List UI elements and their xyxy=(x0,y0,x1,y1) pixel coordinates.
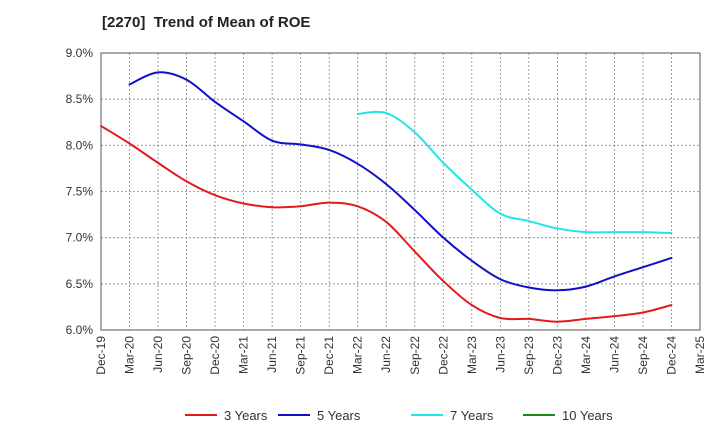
series-line-1 xyxy=(100,124,673,323)
x-tick-label: Mar-24 xyxy=(579,336,593,374)
legend-label: 3 Years xyxy=(224,408,268,423)
x-tick-label: Dec-19 xyxy=(94,336,108,375)
x-tick-label: Mar-20 xyxy=(123,336,137,374)
x-tick-label: Dec-23 xyxy=(550,336,564,375)
legend-label: 10 Years xyxy=(562,408,613,423)
x-tick-label: Sep-21 xyxy=(294,336,308,375)
series-line-2 xyxy=(128,71,673,292)
x-tick-label: Dec-24 xyxy=(664,336,678,375)
x-tick-label: Mar-22 xyxy=(351,336,365,374)
legend-label: 7 Years xyxy=(450,408,494,423)
x-tick-label: Jun-22 xyxy=(379,336,393,373)
axes: 6.0% 6.5% 7.0% 7.5% 8.0% 8.5% 9.0% Dec-19 Mar-20… xyxy=(66,46,707,375)
y-tick-label: 8.0% xyxy=(66,138,94,152)
x-tick-label: Jun-21 xyxy=(265,336,279,373)
x-tick-label: Mar-21 xyxy=(237,336,251,374)
x-tick-label: Jun-23 xyxy=(493,336,507,373)
y-tick-label: 6.0% xyxy=(66,323,94,337)
series-lines xyxy=(100,71,673,323)
y-tick-label: 6.5% xyxy=(66,277,94,291)
x-tick-label: Sep-20 xyxy=(180,336,194,375)
x-tick-label: Dec-22 xyxy=(436,336,450,375)
grid xyxy=(101,52,700,330)
legend-label: 5 Years xyxy=(317,408,361,423)
y-tick-label: 7.0% xyxy=(66,231,94,245)
x-tick-label: Jun-20 xyxy=(151,336,165,373)
x-tick-label: Dec-20 xyxy=(208,336,222,375)
series-line-3 xyxy=(356,110,673,235)
legend: 3 Years 5 Years 7 Years 10 Years xyxy=(185,408,613,423)
y-tick-label: 8.5% xyxy=(66,92,94,106)
y-tick-label: 7.5% xyxy=(66,185,94,199)
x-tick-label: Sep-22 xyxy=(408,336,422,375)
x-tick-label: Dec-21 xyxy=(322,336,336,375)
plot-frame xyxy=(100,52,701,331)
y-tick-label: 9.0% xyxy=(66,46,94,60)
x-tick-label: Mar-23 xyxy=(465,336,479,374)
x-tick-label: Mar-25 xyxy=(693,336,707,374)
x-tick-label: Sep-23 xyxy=(522,336,536,375)
chart-title: [2270] Trend of Mean of ROE xyxy=(102,14,311,31)
x-tick-label: Jun-24 xyxy=(607,336,621,373)
x-tick-label: Sep-24 xyxy=(636,336,650,375)
